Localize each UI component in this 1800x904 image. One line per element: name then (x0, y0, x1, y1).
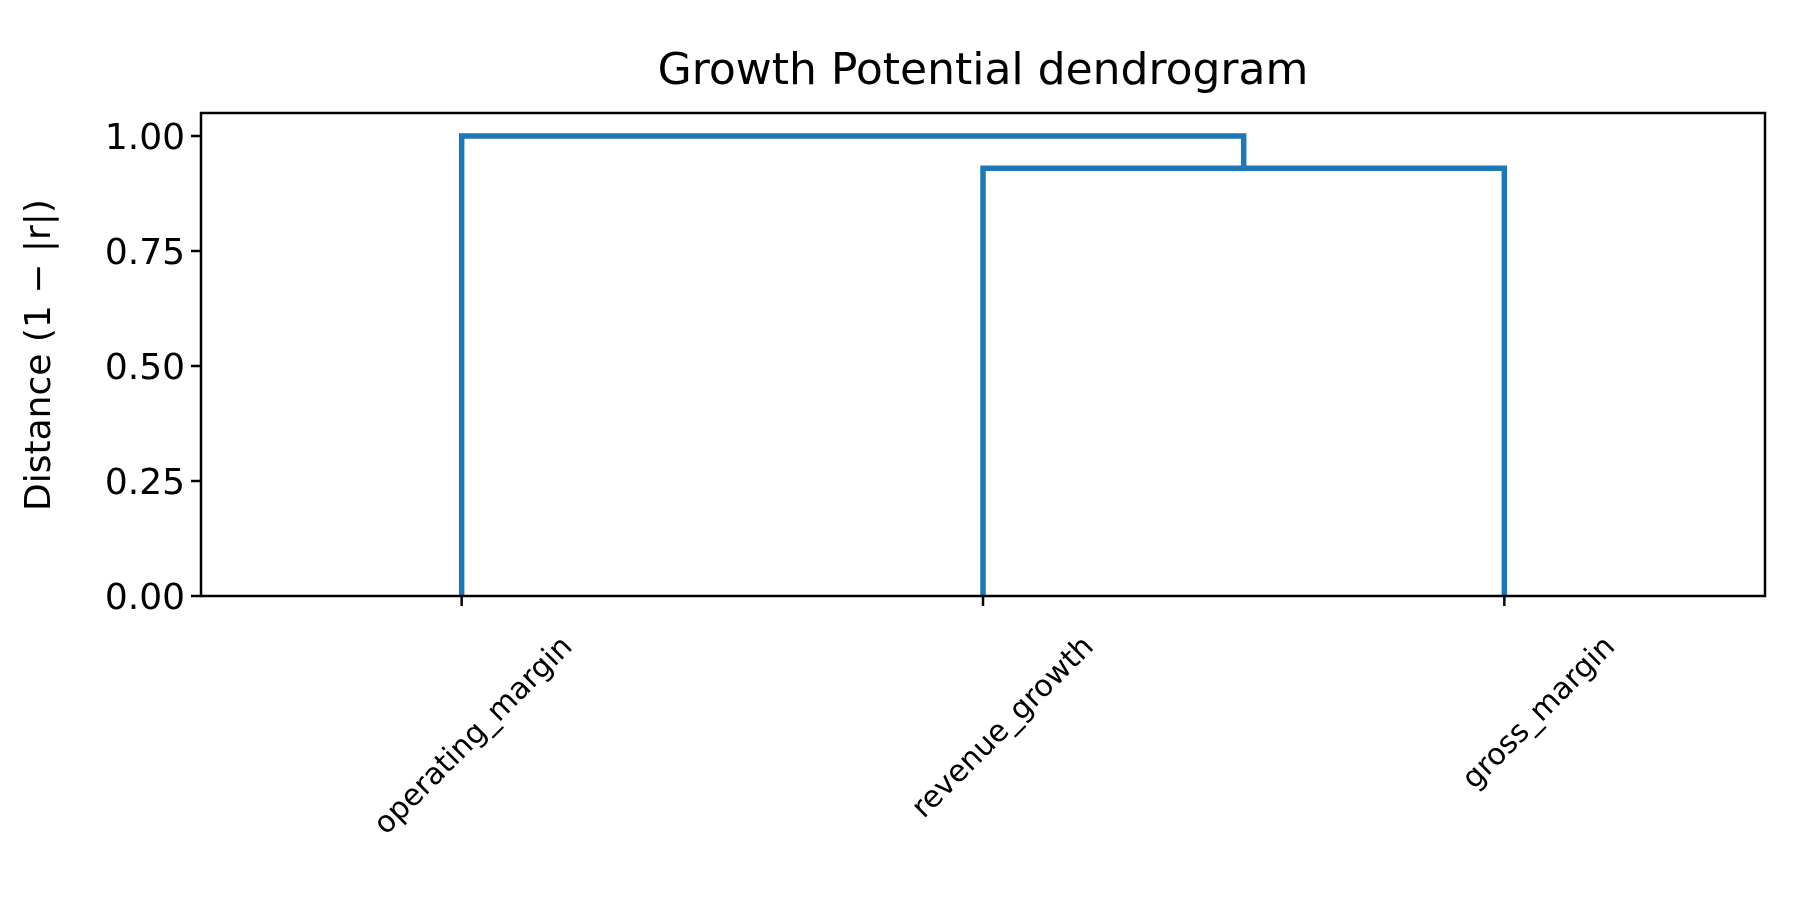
y-tick-label: 0.25 (105, 462, 185, 503)
dendrogram-link (980, 165, 1508, 596)
y-tick-label: 0.00 (105, 577, 185, 618)
chart-title: Growth Potential dendrogram (658, 44, 1309, 95)
y-tick-label: 0.75 (105, 232, 185, 273)
x-tick-label: gross_margin (1455, 629, 1622, 796)
y-axis-label: Distance (1 − |r|) (18, 199, 59, 511)
y-tick-label: 0.50 (105, 347, 185, 388)
x-tick-label: operating_margin (367, 629, 580, 842)
dendrogram-links (458, 133, 1508, 596)
x-axis-ticks: operating_margin revenue_growth gross_marg… (367, 596, 1622, 841)
y-tick-label: 1.00 (105, 117, 185, 158)
plot-frame (199, 111, 1767, 598)
dendrogram-link (458, 133, 1247, 596)
x-tick-label: revenue_growth (905, 629, 1101, 825)
y-axis-ticks: 0.00 0.25 0.50 0.75 1.00 (105, 117, 201, 618)
